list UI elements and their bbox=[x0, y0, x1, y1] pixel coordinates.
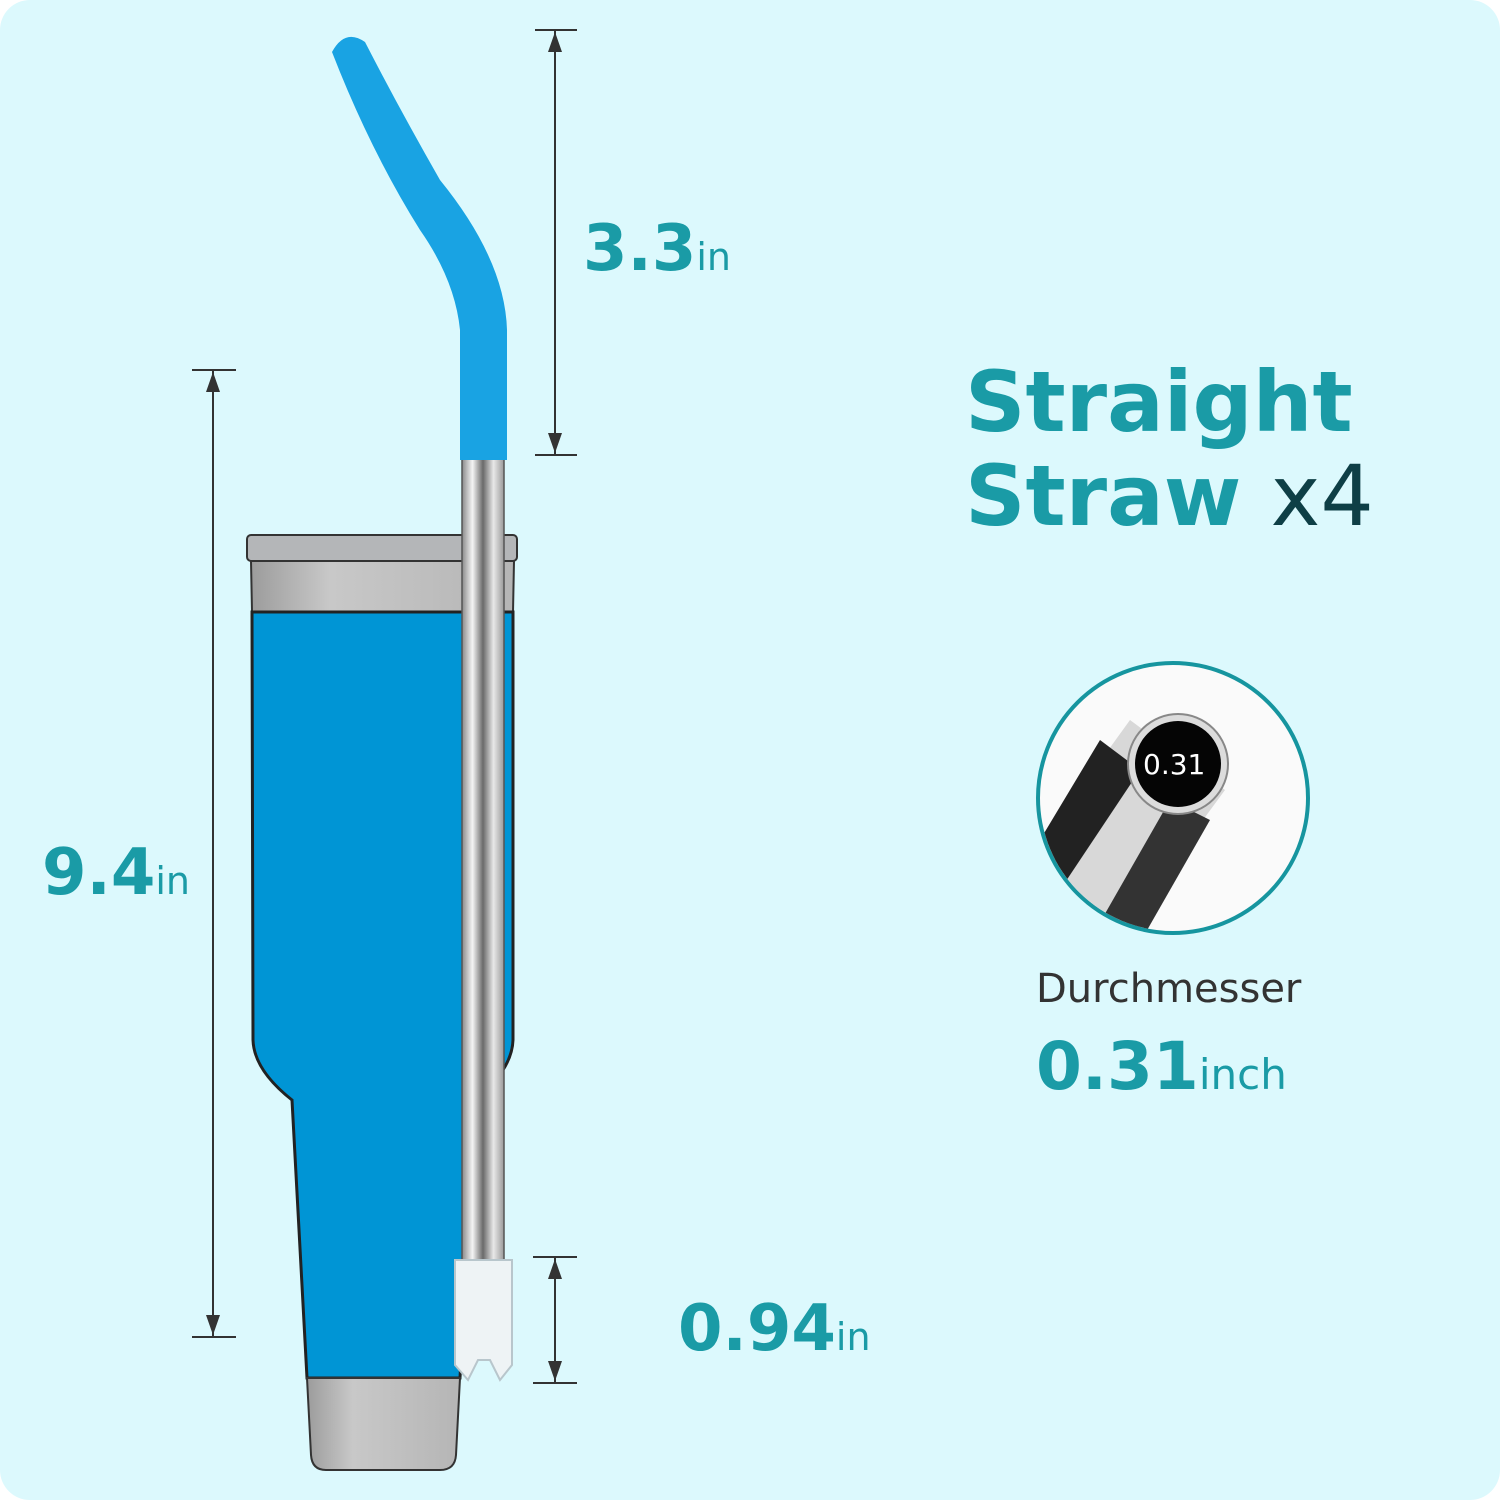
bottom-tip-length-label: 0.94in bbox=[678, 1292, 871, 1366]
title-line2: Straw bbox=[965, 447, 1242, 545]
dimension-lines bbox=[192, 29, 577, 1384]
bottom-tip-length-value: 0.94 bbox=[678, 1292, 836, 1366]
tip-length-label: 3.3in bbox=[583, 212, 731, 286]
straw bbox=[332, 36, 513, 1382]
diameter-value: 0.31 bbox=[1036, 1028, 1199, 1105]
total-length-label: 9.4in bbox=[42, 836, 190, 910]
diameter-value-label: 0.31inch bbox=[1036, 1028, 1287, 1105]
tip-length-value: 3.3 bbox=[583, 212, 697, 286]
tumbler bbox=[246, 534, 518, 1471]
bottom-tip-length-unit: in bbox=[835, 1315, 871, 1359]
title-line1: Straight bbox=[965, 353, 1353, 451]
diameter-label: Durchmesser bbox=[1036, 966, 1302, 1012]
title-count: x4 bbox=[1270, 447, 1374, 545]
arrowheads bbox=[206, 32, 562, 1381]
diameter-closeup bbox=[1036, 661, 1310, 935]
diameter-unit: inch bbox=[1198, 1050, 1287, 1099]
closeup-diameter-text: 0.31 bbox=[1143, 748, 1206, 781]
total-length-value: 9.4 bbox=[42, 836, 156, 910]
total-length-unit: in bbox=[155, 859, 191, 903]
tip-length-unit: in bbox=[696, 235, 732, 279]
product-title: Straight Straw x4 bbox=[965, 355, 1374, 543]
